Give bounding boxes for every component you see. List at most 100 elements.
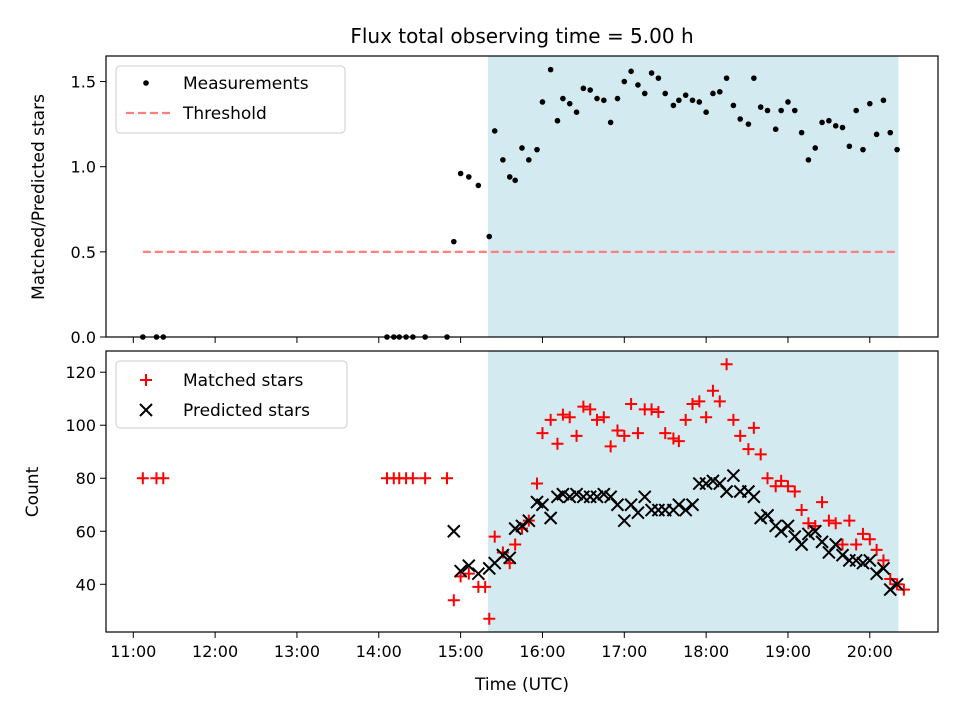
matched-star-point <box>509 538 522 551</box>
predicted-star-point <box>876 561 891 576</box>
measurement-point <box>873 131 880 138</box>
predicted-star-point <box>828 537 843 552</box>
y-tick-label: 0.0 <box>71 328 96 347</box>
bottom-y-axis-label: Count <box>23 466 43 517</box>
measurement-point <box>635 82 641 88</box>
predicted-star-point <box>760 508 775 523</box>
y-tick-label: 80 <box>76 469 96 488</box>
measurement-point <box>737 116 744 122</box>
measurement-point <box>628 68 634 75</box>
matched-star-point <box>720 358 733 371</box>
matched-star-point <box>584 403 597 416</box>
legend-matched-marker <box>140 374 152 386</box>
matched-star-point <box>836 538 849 551</box>
matched-star-point <box>604 440 617 453</box>
measurement-point <box>778 107 784 114</box>
top-legend-box <box>115 65 346 134</box>
predicted-star-point <box>808 524 822 538</box>
x-tick-label: 14:00 <box>356 642 402 661</box>
matched-star-point <box>775 474 788 487</box>
measurement-point <box>500 157 506 163</box>
x-axis-label: Time (UTC) <box>474 675 569 695</box>
predicted-star-point <box>508 521 522 536</box>
matched-star-point <box>618 429 631 442</box>
measurement-point <box>534 146 540 153</box>
y-tick-label: 60 <box>76 522 96 541</box>
matched-star-point <box>488 530 501 543</box>
top-panel: 0.0 0.5 1.0 1.5 Matched/Predicted stars Mea… <box>29 55 939 347</box>
predicted-star-point <box>747 490 761 504</box>
predicted-star-point <box>719 484 734 499</box>
bottom-legend: Matched stars Predicted stars <box>115 360 348 429</box>
predicted-star-point <box>638 490 652 504</box>
matched-star-point <box>419 472 432 485</box>
top-y-ticks: 0.0 0.5 1.0 1.5 <box>71 73 106 347</box>
matched-star-point <box>447 594 460 607</box>
top-legend: Measurements Threshold <box>115 65 346 134</box>
x-tick-label: 15:00 <box>438 642 484 661</box>
measurement-point <box>880 97 887 104</box>
x-tick-label: 18:00 <box>683 642 729 661</box>
matched-star-point <box>747 421 760 434</box>
predicted-star-point <box>515 519 529 533</box>
legend-measurements-label: Measurements <box>183 74 309 94</box>
matched-star-point <box>781 480 794 493</box>
x-tick-label: 20:00 <box>847 642 893 661</box>
matched-star-point <box>157 472 170 485</box>
predicted-star-point <box>597 487 611 501</box>
measurement-point <box>745 121 752 127</box>
measurement-point <box>506 174 513 180</box>
measurement-point <box>846 143 853 150</box>
measurement-point <box>751 75 757 81</box>
matched-star-point <box>406 472 419 485</box>
legend-predicted-marker <box>139 403 153 417</box>
predicted-star-point <box>856 556 870 570</box>
measurement-point <box>554 117 561 124</box>
legend-matched-label: Matched stars <box>183 371 303 391</box>
measurement-point <box>832 123 839 129</box>
measurement-point <box>772 126 779 133</box>
measurement-point <box>805 157 812 163</box>
matched-star-point <box>856 527 869 540</box>
predicted-star-point <box>774 524 788 538</box>
measurement-point <box>682 92 689 98</box>
measurement-point <box>580 85 587 92</box>
measurement-point <box>839 124 846 131</box>
predicted-star-point <box>496 548 510 562</box>
predicted-star-point <box>849 553 863 568</box>
measurement-point <box>670 102 677 109</box>
x-tick-label: 13:00 <box>274 642 320 661</box>
predicted-star-point <box>462 559 476 573</box>
matched-star-point <box>706 384 719 397</box>
matched-star-point <box>625 398 638 411</box>
measurement-point <box>860 146 866 153</box>
measurement-point <box>894 146 900 153</box>
matched-star-point <box>679 413 692 426</box>
measurement-point <box>607 119 614 126</box>
matched-star-point <box>440 472 453 485</box>
matched-star-point <box>713 395 726 408</box>
measurement-point <box>826 117 832 124</box>
matched-star-point <box>591 413 604 426</box>
predicted-star-point <box>522 513 536 528</box>
measurement-point <box>475 182 482 189</box>
matched-star-point <box>611 424 624 437</box>
x-tick-label: 12:00 <box>192 642 238 661</box>
predicted-star-point <box>863 553 877 568</box>
measurement-point <box>451 238 457 245</box>
matched-star-point <box>802 517 815 530</box>
chart-title: Flux total observing time = 5.00 h <box>350 24 693 48</box>
measurement-point <box>867 100 873 107</box>
matched-star-point <box>693 395 706 408</box>
legend-predicted-label: Predicted stars <box>183 401 310 421</box>
measurement-point <box>587 87 593 93</box>
measurement-point <box>566 100 573 107</box>
measurement-point <box>539 99 546 105</box>
x-tick-label: 16:00 <box>519 642 565 661</box>
legend-threshold-label: Threshold <box>182 104 267 124</box>
matched-star-point <box>734 429 747 442</box>
matched-star-point <box>822 514 835 527</box>
matched-star-point <box>754 448 767 461</box>
measurement-point <box>648 70 655 76</box>
matched-star-point <box>742 443 755 456</box>
